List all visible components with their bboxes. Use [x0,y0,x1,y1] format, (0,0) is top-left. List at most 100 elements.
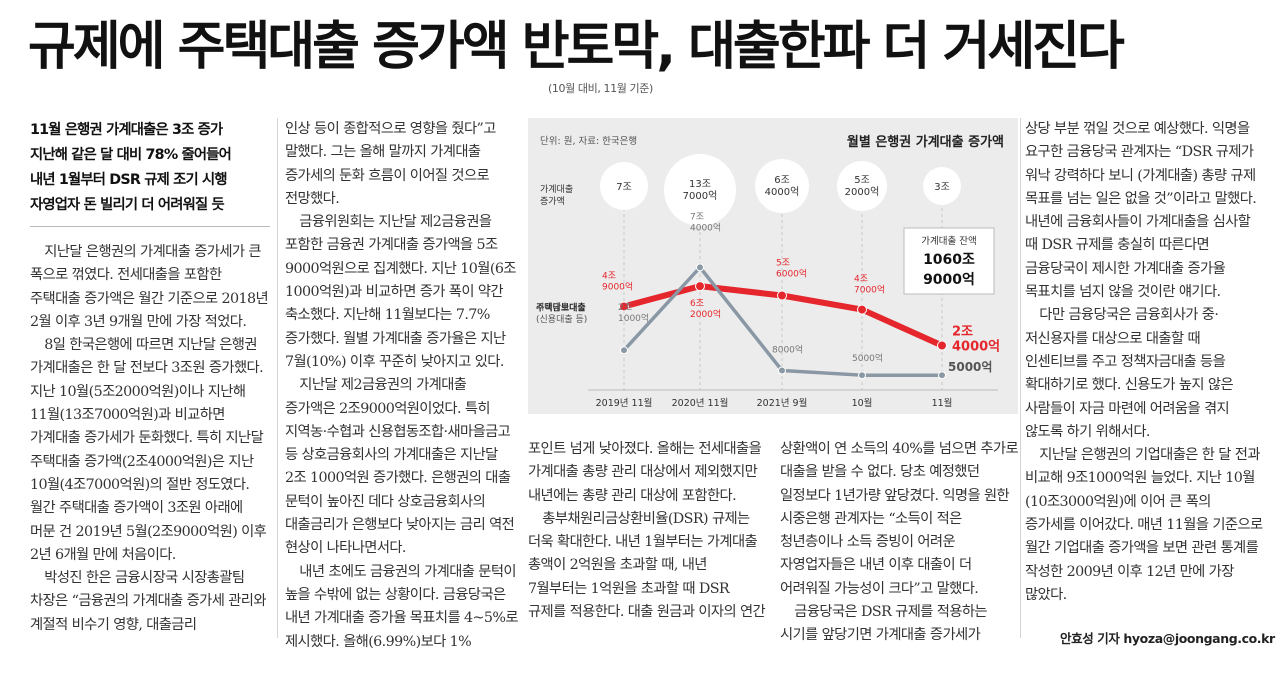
x-tick-label: 11월 [932,397,953,409]
data-label-line: 9000억 [602,280,633,292]
series-name-line: 기타대출 [536,302,569,313]
x-axis-labels: 2019년 11월 2020년 11월 2021년 9월 10월 11월 [596,397,953,409]
data-label: 5조 6000억 [776,259,807,280]
data-label-line: 4조 [602,271,616,281]
paragraph: 상당 부분 꺾일 것으로 예상했다. 익명을 요구한 금융당국 관계자는 “DS… [1025,121,1257,301]
article-column-3: 포인트 넘게 낮아졌다. 올해는 전세대출을 가계대출 총량 관리 대상에서 제… [528,438,768,624]
series-name-line: 주택담보대출 [536,301,586,313]
x-tick-label: 2021년 9월 [757,397,808,409]
total-label-line: 5조 [854,175,870,186]
lead-line: 지난해 같은 달 대비 78% 줄어들어 [30,147,232,163]
data-label: 8000억 [772,344,803,356]
total-bubbles: 7조 13조 7000억 6조 4000억 5조 2000억 3조 [600,154,961,226]
data-point [777,290,787,301]
data-label-line: 4조 [854,275,868,285]
data-point [858,371,866,380]
paragraph: 인상 등이 종합적으로 영향을 줬다”고 말했다. 그는 올해 말까지 가계대출… [285,121,496,207]
total-bubble [664,154,736,226]
balance-box: 가계대출 잔액 1060조 9000억 [903,227,995,295]
lead-line: 내년 1월부터 DSR 규제 조기 시행 [30,172,228,188]
data-label-line: 2조 [952,325,973,340]
total-label-line: 6조 [774,175,790,186]
chart-gridlines [588,178,998,391]
data-label-line: 5조 [776,259,790,269]
total-bubble [837,161,887,211]
balance-value-line: 1060조 [923,252,975,268]
loan-chart: 단위: 원, 자료: 한국은행 월별 은행권 가계대출 증가액 7조 13조 700… [528,118,1018,414]
chart-canvas: 단위: 원, 자료: 한국은행 월별 은행권 가계대출 증가액 7조 13조 700… [536,134,1004,409]
total-bubble [600,162,648,210]
paragraph: 금융위원회는 지난달 제2금융권을 포함한 금융권 가계대출 증가액을 5조 9… [285,214,516,370]
article-column-4: 상환액이 연 소득의 40%를 넘으면 추가로 대출을 받을 수 없다. 당초 … [780,438,1019,648]
data-label-line: 4000억 [952,340,1000,355]
total-label: 5조 2000억 [845,175,880,198]
total-label: 3조 [934,182,950,193]
data-label: 4조 9000억 [602,271,633,292]
total-label: 6조 4000억 [765,175,800,198]
balance-box-frame [903,227,995,295]
data-label-line: 6조 [690,299,704,309]
article-column-2: 인상 등이 종합적으로 영향을 줬다”고 말했다. 그는 올해 말까지 가계대출… [285,118,520,654]
series-name-line: (신용대출 등) [536,314,587,325]
paragraph: 지난달 은행권의 가계대출 증가세가 큰 폭으로 꺾였다. 전세대출을 포함한 … [30,244,269,330]
total-label-line: 7000억 [683,190,718,202]
totals-label-line: 증가액 [540,195,565,207]
column-divider [277,118,278,638]
total-bubble [923,167,961,205]
data-label: 5000억 [948,360,992,374]
paragraph: 상환액이 연 소득의 40%를 넘으면 추가로 대출을 받을 수 없다. 당초 … [780,441,1019,597]
data-label: 2조 4000억 [952,325,1000,355]
x-tick-label: 2020년 11월 [672,397,729,409]
totals-label-line: 가계대출 [540,183,573,195]
data-label: 2조 1000억 [618,303,649,324]
paragraph: 지난달 은행권의 기업대출은 한 달 전과 비교해 9조1000억원 늘었다. … [1025,447,1263,603]
lead-summary: 11월 은행권 가계대출은 3조 증가 지난해 같은 달 대비 78% 줄어들어… [30,118,270,227]
data-point [619,301,629,312]
data-label-line: 2000억 [690,308,721,320]
total-label-line: 13조 [689,179,711,190]
data-point [857,304,867,315]
total-label: 7조 [616,182,632,193]
article-column-1: 11월 은행권 가계대출은 3조 증가 지난해 같은 달 대비 78% 줄어들어… [30,118,270,637]
data-point [620,346,628,355]
x-tick-label: 2019년 11월 [596,397,653,409]
data-label: 4조 7000억 [854,275,885,296]
chart-title: 월별 은행권 가계대출 증가액 [847,134,1004,150]
paragraph: 다만 금융당국은 금융회사가 중·저신용자를 대상으로 대출할 때 인센티브를 … [1025,307,1234,440]
data-label: 6조 2000억 [690,299,721,320]
lead-line: 자영업자 돈 빌리기 더 어려워질 듯 [30,197,225,213]
data-point [938,371,946,380]
balance-value-line: 9000억 [923,272,975,288]
headline: 규제에 주택대출 증가액 반토막, 대출한파 더 거세진다 [28,17,1125,77]
byline: 안효성 기자 hyoza@joongang.co.kr [1060,631,1275,646]
series-name: 기타대출 (신용대출 등) [536,302,587,325]
balance-label: 가계대출 잔액 [921,235,976,247]
total-label: 13조 7000억 [683,179,718,202]
totals-label: 가계대출 증가액 [540,183,573,207]
data-label-line: 2조 [618,303,632,313]
column-divider [1020,118,1021,638]
lead-line: 11월 은행권 가계대출은 3조 증가 [30,122,223,138]
data-label-line: 7000억 [854,284,885,296]
data-point [778,366,786,375]
data-label-line: 6000억 [776,268,807,280]
chart-caption: (10월 대비, 11월 기준) [548,82,653,95]
data-label-line: 1000억 [618,312,649,324]
x-tick-label: 10월 [852,397,873,409]
article-column-5: 상당 부분 꺾일 것으로 예상했다. 익명을 요구한 금융당국 관계자는 “DS… [1025,118,1263,607]
paragraph: 내년 초에도 금융권의 가계대출 문턱이 높을 수밖에 없는 상황이다. 금융당… [285,563,518,650]
data-point [695,281,705,292]
data-label: 7조 4000억 [690,212,721,233]
paragraph: 8일 한국은행에 따르면 지난달 은행권 가계대출은 한 달 전보다 3조원 증… [30,337,267,563]
data-point [937,340,947,351]
data-point [696,263,704,272]
data-label: 5000억 [852,352,883,364]
series-name: 주택담보대출 [536,301,586,313]
total-label-line: 4000억 [765,186,800,198]
chart-source: 단위: 원, 자료: 한국은행 [540,135,637,147]
total-label-line: 2000억 [845,186,880,198]
total-bubble [755,159,809,213]
paragraph: 총부채원리금상환비율(DSR) 규제는 더욱 확대한다. 내년 1월부터는 가계… [528,510,766,621]
paragraph: 포인트 넘게 낮아졌다. 올해는 전세대출을 가계대출 총량 관리 대상에서 제… [528,441,762,504]
